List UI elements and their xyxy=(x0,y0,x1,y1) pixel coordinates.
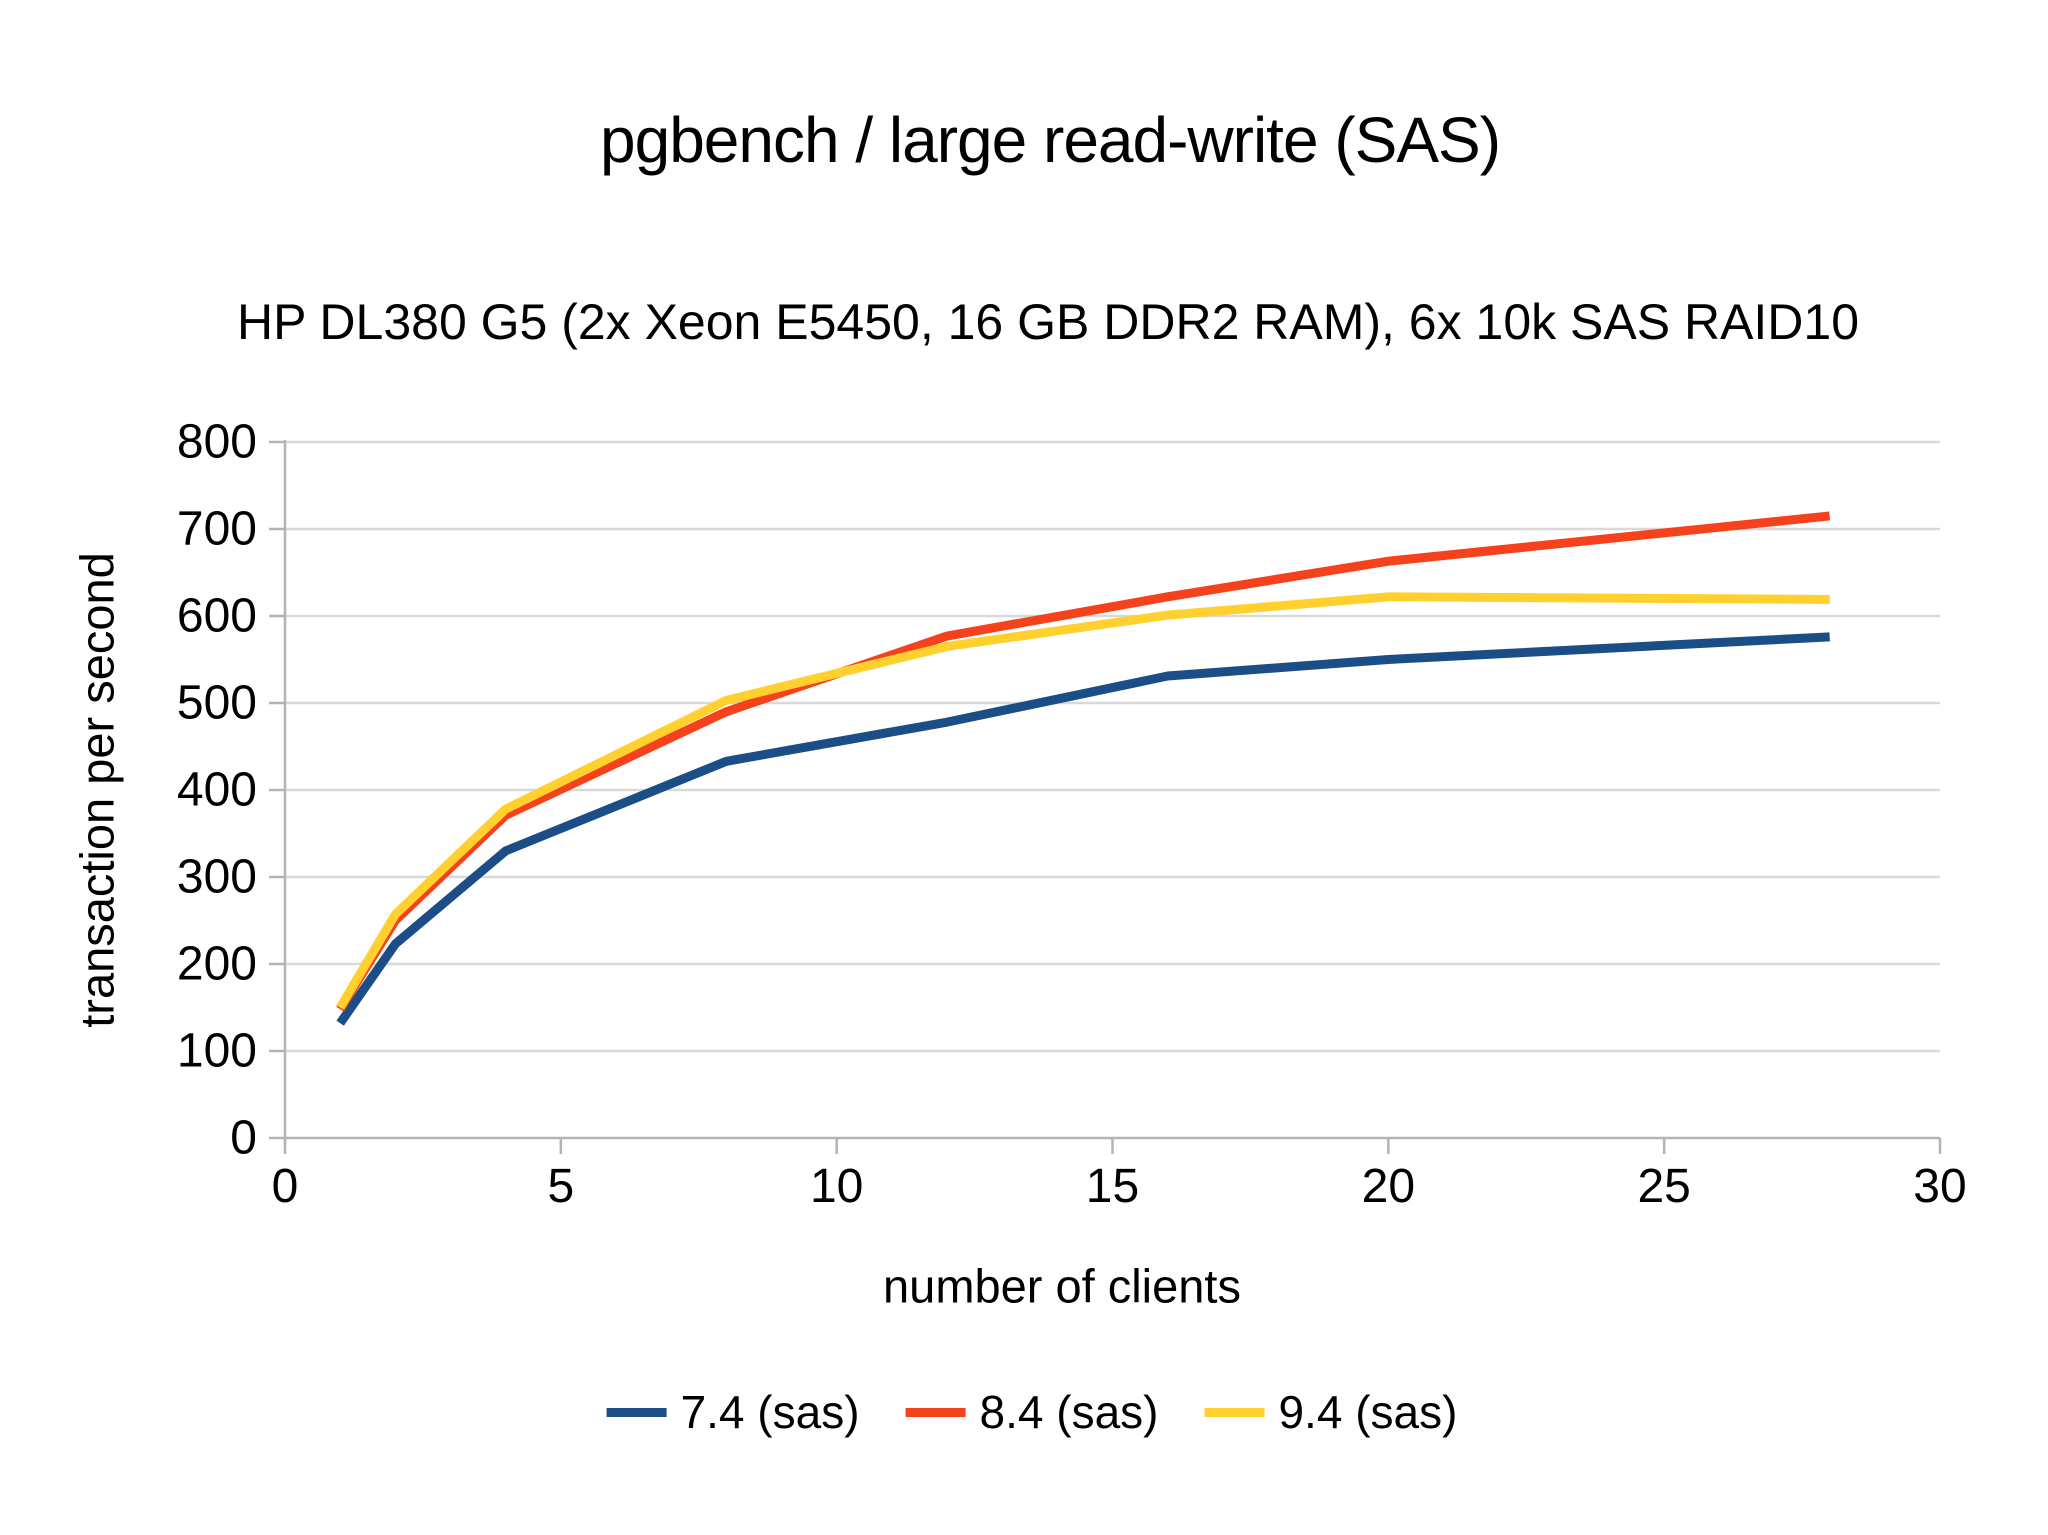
y-tick-label-600: 600 xyxy=(177,590,257,643)
legend-line-swatch xyxy=(905,1407,966,1417)
legend-label: 7.4 (sas) xyxy=(680,1386,860,1438)
y-tick-label-800: 800 xyxy=(177,416,257,469)
series-line-8.4sas xyxy=(336,511,1831,1012)
x-tick-label-10: 10 xyxy=(810,1160,863,1213)
y-tick-label-100: 100 xyxy=(177,1025,257,1078)
legend: 7.4 (sas) 8.4 (sas) 9.4 (sas) xyxy=(606,1385,1457,1439)
y-tick-label-500: 500 xyxy=(177,677,257,730)
legend-line-swatch xyxy=(1204,1407,1265,1417)
y-tick-label-300: 300 xyxy=(177,851,257,904)
chart-subtitle: HP DL380 G5 (2x Xeon E5450, 16 GB DDR2 R… xyxy=(236,294,1860,350)
legend-item-9.4-sas: 9.4 (sas) xyxy=(1204,1385,1457,1439)
x-tick-label-15: 15 xyxy=(1086,1160,1139,1213)
x-tick-label-30: 30 xyxy=(1913,1160,1966,1213)
x-tick-label-5: 5 xyxy=(547,1160,574,1213)
y-tick-label-200: 200 xyxy=(177,938,257,991)
legend-item-8.4-sas: 8.4 (sas) xyxy=(905,1385,1159,1439)
y-tick-label-400: 400 xyxy=(177,764,257,817)
x-tick-label-25: 25 xyxy=(1637,1160,1690,1213)
legend-label: 8.4 (sas) xyxy=(979,1386,1159,1438)
legend-item-7.4-sas: 7.4 (sas) xyxy=(606,1385,860,1439)
series-line-7.4sas xyxy=(336,632,1830,1026)
x-axis-title: number of clients xyxy=(883,1259,1241,1313)
x-tick-label-0: 0 xyxy=(272,1160,299,1213)
legend-label: 9.4 (sas) xyxy=(1278,1386,1458,1438)
legend-line-swatch xyxy=(606,1407,667,1417)
y-tick-label-0: 0 xyxy=(230,1112,257,1165)
y-tick-label-700: 700 xyxy=(177,503,257,556)
x-tick-label-20: 20 xyxy=(1362,1160,1415,1213)
chart-title: pgbench / large read-write (SAS) xyxy=(600,104,1501,176)
series-line-9.4sas xyxy=(336,592,1830,1010)
y-axis-title: transaction per second xyxy=(70,552,124,1028)
